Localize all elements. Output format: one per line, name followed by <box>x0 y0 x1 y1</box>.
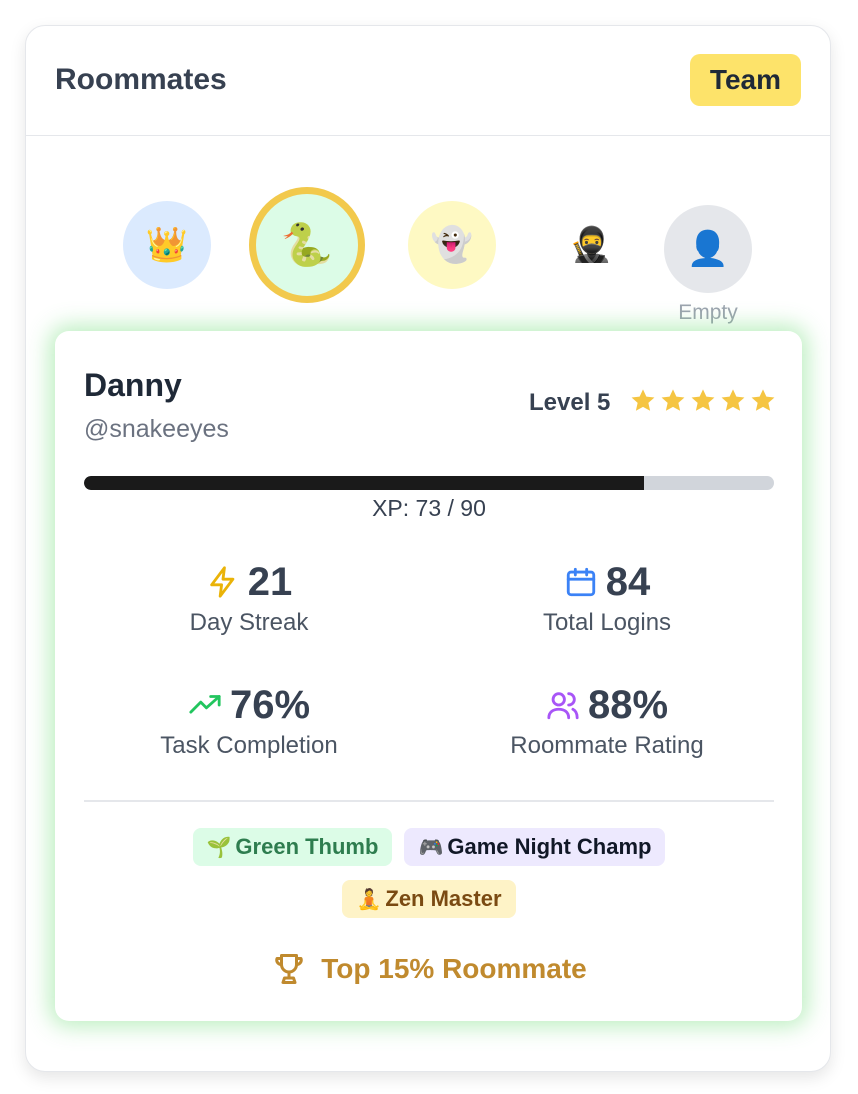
crown-avatar[interactable]: 👑 <box>123 201 211 289</box>
ghost-avatar[interactable]: 👻 <box>408 201 496 289</box>
level-stars <box>629 387 777 415</box>
badge-label: Zen Master <box>385 886 502 911</box>
stat-day-streak: 21 Day Streak <box>99 557 399 637</box>
snake-icon: 🐍 <box>280 220 334 269</box>
seedling-icon: 🌱 <box>206 835 232 859</box>
team-button[interactable]: Team <box>689 54 801 106</box>
calendar-icon <box>566 567 595 597</box>
stat-total-logins: 84 Total Logins <box>457 557 757 637</box>
ninja-avatar[interactable]: 🥷 <box>547 201 635 289</box>
stat-label: Task Completion <box>160 732 338 759</box>
stat-label: Total Logins <box>542 609 672 636</box>
xp-text: XP: 73 / 90 <box>372 495 486 521</box>
person-icon: 👤 <box>686 229 730 269</box>
star-icon <box>751 389 775 411</box>
stat-label: Day Streak <box>189 609 309 636</box>
star-icon <box>691 389 715 411</box>
panel-header: Roommates Team <box>26 26 830 136</box>
badges-list: 🌱 Green Thumb 🎮 Game Night Champ 🧘 Zen M… <box>84 828 774 918</box>
empty-slot-label: Empty <box>678 301 738 324</box>
ninja-icon: 🥷 <box>569 225 613 265</box>
empty-avatar-slot[interactable]: 👤 <box>664 205 752 293</box>
profile-handle: @snakeeyes <box>84 415 229 443</box>
stat-value: 21 <box>247 559 293 604</box>
crown-icon: 👑 <box>145 225 189 265</box>
divider <box>84 800 774 802</box>
profile-name: Danny <box>84 367 182 403</box>
users-icon <box>547 692 579 720</box>
badge-game-night-champ: 🎮 Game Night Champ <box>404 828 666 866</box>
ghost-icon: 👻 <box>430 225 474 265</box>
trending-up-icon <box>189 695 221 714</box>
star-icon <box>661 389 685 411</box>
snake-avatar-selected[interactable]: 🐍 <box>249 187 365 303</box>
level-label: Level 5 <box>529 389 611 416</box>
roommates-panel: Roommates Team 👑 🐍 👻 🥷 👤 Empty Danny @sn… <box>25 25 831 1072</box>
gamepad-icon: 🎮 <box>418 835 444 859</box>
stat-value: 88% <box>587 682 669 727</box>
xp-progress-fill <box>84 476 644 490</box>
panel-title: Roommates <box>55 63 227 96</box>
meditation-icon: 🧘 <box>356 887 382 911</box>
badge-label: Game Night Champ <box>447 834 652 859</box>
rank-label: Top 15% Roommate <box>321 953 587 984</box>
rank-banner: Top 15% Roommate <box>84 951 774 987</box>
stat-label: Roommate Rating <box>510 732 704 759</box>
stat-value: 84 <box>605 559 651 604</box>
xp-progress-bar <box>84 476 774 490</box>
badge-zen-master: 🧘 Zen Master <box>342 880 516 918</box>
trophy-icon <box>275 954 303 984</box>
profile-card: Danny @snakeeyes Level 5 XP: 73 / 90 21 … <box>55 331 802 1021</box>
lightning-icon <box>210 566 235 598</box>
star-icon <box>721 389 745 411</box>
stat-value: 76% <box>229 682 311 727</box>
avatar-row: 👑 🐍 👻 🥷 👤 Empty <box>26 162 832 332</box>
badge-label: Green Thumb <box>235 834 379 859</box>
badge-green-thumb: 🌱 Green Thumb <box>192 828 393 866</box>
stat-task-completion: 76% Task Completion <box>99 680 399 760</box>
star-icon <box>631 389 655 411</box>
stat-roommate-rating: 88% Roommate Rating <box>457 680 757 760</box>
